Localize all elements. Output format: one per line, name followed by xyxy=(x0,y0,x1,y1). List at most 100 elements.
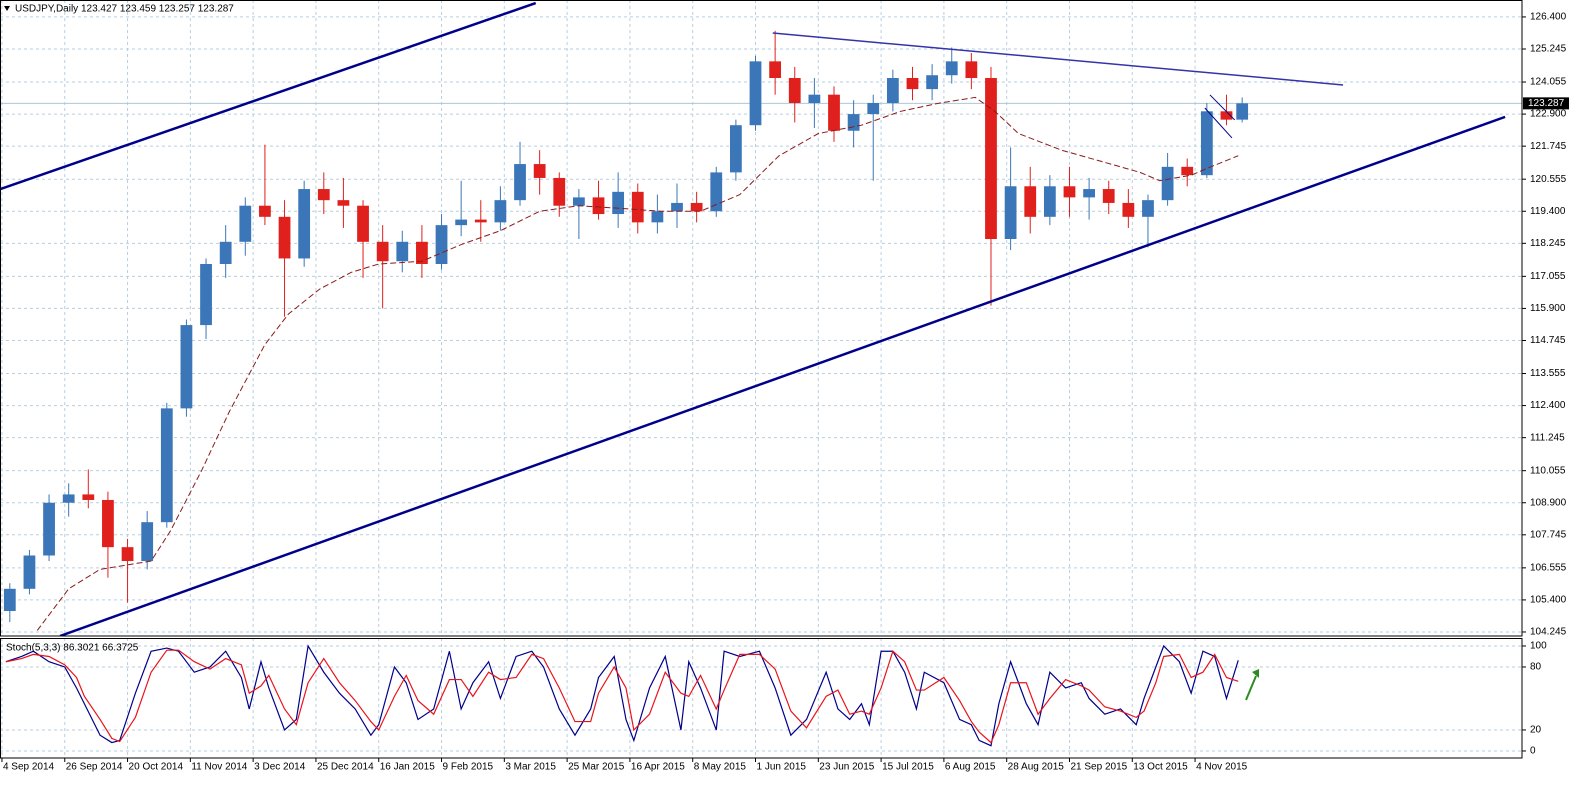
candle-body xyxy=(376,241,389,262)
price-pane-border xyxy=(0,0,1523,637)
candle-body xyxy=(1142,200,1154,217)
y-tick-label: 106.555 xyxy=(1530,562,1567,573)
y-tick-label: 0 xyxy=(1530,746,1536,757)
candle-body xyxy=(219,241,232,265)
x-tick-label: 11 Nov 2014 xyxy=(191,762,247,773)
candle-body xyxy=(749,61,762,126)
candle-body xyxy=(1236,103,1249,120)
candle-body xyxy=(1043,186,1056,217)
last-price-box xyxy=(1523,97,1569,110)
last-price-label: 123.287 xyxy=(1528,98,1565,109)
y-tick-label: 110.055 xyxy=(1530,465,1566,476)
y-tick-label: 80 xyxy=(1530,662,1542,673)
x-tick-label: 13 Oct 2015 xyxy=(1133,762,1188,773)
candle-body xyxy=(926,75,939,90)
trend-line xyxy=(0,1,537,191)
candle-body xyxy=(1122,202,1135,217)
x-tick-label: 4 Nov 2015 xyxy=(1196,762,1248,773)
candle-body xyxy=(180,325,193,409)
x-tick-label: 21 Sep 2015 xyxy=(1070,762,1127,773)
x-tick-label: 28 Aug 2015 xyxy=(1008,762,1065,773)
candle-body xyxy=(886,78,899,103)
candle-body xyxy=(828,94,840,131)
grid xyxy=(0,0,1522,758)
candle-body xyxy=(43,502,55,556)
stochastic-line xyxy=(5,644,1239,747)
x-tick-label: 9 Feb 2015 xyxy=(443,762,494,773)
candle-body xyxy=(1004,186,1017,240)
candle-body xyxy=(592,197,605,215)
candle-body xyxy=(141,522,154,562)
axes: 126.400 125.245 124.055 122.900 121.745 120.5… xyxy=(1,12,1569,773)
trend-line xyxy=(1204,107,1233,139)
price-pane xyxy=(0,1,1522,636)
x-tick-label: 16 Jan 2015 xyxy=(380,762,435,773)
y-tick-label: 100 xyxy=(1530,641,1547,652)
annotation-arrow xyxy=(1245,675,1257,701)
y-tick-label: 115.900 xyxy=(1530,303,1566,314)
candle-body xyxy=(23,555,36,589)
candle-body xyxy=(200,264,212,326)
candle-body xyxy=(690,202,703,212)
candle-body xyxy=(239,205,252,242)
candle-body xyxy=(298,189,311,259)
annotation-arrowhead xyxy=(1252,669,1259,678)
x-tick-label: 1 Jun 2015 xyxy=(757,762,807,773)
candle-body xyxy=(573,197,585,206)
y-tick-label: 20 xyxy=(1530,725,1542,736)
candle-body xyxy=(1161,166,1174,201)
candle-body xyxy=(1024,186,1037,217)
y-tick-label: 108.900 xyxy=(1530,497,1567,508)
indicator-label: Stoch(5,3,3) 86.3021 66.3725 xyxy=(6,643,139,654)
candle-body xyxy=(514,164,526,201)
candle-body xyxy=(3,588,16,612)
candle-body xyxy=(553,177,566,206)
y-tick-label: 118.245 xyxy=(1530,238,1566,249)
stochastic-pane-border xyxy=(0,638,1523,759)
candle-body xyxy=(121,547,134,562)
x-tick-label: 8 May 2015 xyxy=(694,762,747,773)
trend-line xyxy=(59,115,1506,636)
y-tick-label: 114.745 xyxy=(1530,335,1566,346)
candle-body xyxy=(455,219,468,226)
x-tick-label: 15 Jul 2015 xyxy=(882,762,934,773)
y-tick-label: 107.745 xyxy=(1530,529,1567,540)
candle-body xyxy=(631,191,644,223)
candle-body xyxy=(62,494,75,503)
candle-body xyxy=(357,205,369,242)
x-tick-label: 23 Jun 2015 xyxy=(819,762,874,773)
stochastic-pane xyxy=(5,644,1239,747)
candle-body xyxy=(82,494,95,500)
candle-body xyxy=(102,499,114,548)
candle-body xyxy=(416,241,428,265)
candle-body xyxy=(867,102,880,115)
chart-title: USDJPY,Daily 123.427 123.459 123.257 123… xyxy=(15,4,234,15)
candle-body xyxy=(337,200,350,206)
title-marker xyxy=(4,6,10,11)
x-tick-label: 26 Sep 2014 xyxy=(66,762,123,773)
y-tick-label: 111.245 xyxy=(1530,432,1565,443)
candle-body xyxy=(1063,186,1076,198)
moving-average xyxy=(36,96,1239,631)
x-tick-label: 16 Apr 2015 xyxy=(631,762,685,773)
x-tick-label: 25 Mar 2015 xyxy=(568,762,625,773)
candle-body xyxy=(474,219,487,223)
y-tick-label: 119.400 xyxy=(1530,206,1566,217)
candle-body xyxy=(788,78,801,103)
candle-body xyxy=(710,172,723,212)
candle-body xyxy=(847,114,860,131)
y-tick-label: 121.745 xyxy=(1530,141,1567,152)
candle-body xyxy=(906,78,919,90)
x-tick-label: 6 Aug 2015 xyxy=(945,762,996,773)
candle-body xyxy=(808,94,821,103)
candle-body xyxy=(160,408,173,523)
candle-body xyxy=(278,216,291,259)
x-tick-label: 25 Dec 2014 xyxy=(317,762,374,773)
candle-body xyxy=(435,225,448,265)
trend-line xyxy=(1209,94,1236,121)
y-tick-label: 113.555 xyxy=(1530,368,1566,379)
candle-body xyxy=(769,61,782,79)
x-tick-label: 4 Sep 2014 xyxy=(3,762,55,773)
stochastic-line xyxy=(5,649,1239,744)
